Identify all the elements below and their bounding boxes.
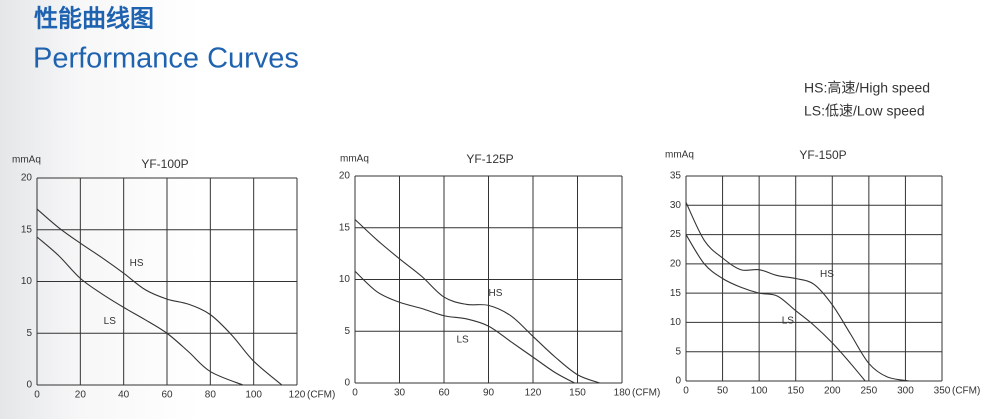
y-axis-label: mmAq: [340, 154, 369, 165]
y-axis-label: mmAq: [12, 155, 41, 166]
x-tick-label: 120: [525, 388, 542, 399]
curve-label: HS: [489, 288, 503, 299]
x-tick-label: 50: [717, 386, 729, 397]
y-tick-label: 0: [344, 378, 350, 389]
y-tick-label: 15: [21, 224, 33, 235]
curve: [685, 202, 910, 382]
x-tick-label: 100: [245, 390, 262, 401]
x-tick-label: 150: [787, 386, 804, 397]
curve: [354, 219, 600, 384]
x-tick-label: 0: [34, 390, 40, 401]
y-tick-label: 15: [670, 288, 682, 299]
x-tick-label: 0: [683, 386, 689, 397]
x-tick-label: 30: [394, 388, 406, 399]
x-tick-label: 120: [289, 390, 306, 401]
y-tick-label: 20: [21, 173, 33, 184]
y-tick-label: 15: [339, 222, 351, 233]
x-axis-label: (CFM): [632, 388, 660, 399]
curve-label: LS: [457, 335, 470, 346]
y-tick-label: 10: [21, 276, 33, 287]
legend-hs: HS:高速/High speed: [804, 80, 930, 96]
chart-title: YF-150P: [799, 148, 846, 162]
y-axis-label: mmAq: [665, 150, 694, 161]
chart-title: YF-125P: [466, 152, 513, 166]
curve-label: HS: [130, 258, 144, 269]
y-tick-label: 30: [670, 200, 682, 211]
curve: [36, 236, 244, 386]
x-tick-label: 40: [118, 390, 130, 401]
curve: [36, 208, 283, 386]
x-tick-label: 60: [161, 390, 173, 401]
y-tick-label: 20: [339, 171, 351, 182]
title-en: Performance Curves: [33, 43, 299, 75]
curve-label: HS: [820, 269, 834, 280]
curve: [685, 234, 866, 382]
x-tick-label: 150: [569, 388, 586, 399]
x-tick-label: 180: [614, 388, 631, 399]
y-tick-label: 0: [26, 380, 32, 391]
y-tick-label: 5: [26, 328, 32, 339]
x-axis-label: (CFM): [952, 386, 980, 397]
y-tick-label: 10: [339, 274, 351, 285]
legend-ls: LS:低速/Low speed: [804, 103, 925, 119]
title-cn: 性能曲线图: [34, 4, 154, 32]
y-tick-label: 5: [344, 326, 350, 337]
curve-label: LS: [104, 316, 117, 327]
y-tick-label: 25: [670, 229, 682, 240]
x-tick-label: 300: [897, 386, 914, 397]
curve-label: LS: [782, 315, 795, 326]
x-tick-label: 60: [438, 388, 450, 399]
x-tick-label: 0: [352, 388, 358, 399]
x-tick-label: 200: [824, 386, 841, 397]
curve: [354, 270, 575, 384]
x-tick-label: 350: [934, 386, 951, 397]
y-tick-label: 35: [670, 171, 682, 182]
x-axis-label: (CFM): [307, 390, 335, 401]
y-tick-label: 5: [675, 346, 681, 357]
y-tick-label: 10: [670, 317, 682, 328]
x-tick-label: 90: [483, 388, 495, 399]
x-tick-label: 80: [205, 390, 217, 401]
x-tick-label: 100: [751, 386, 768, 397]
y-tick-label: 20: [670, 258, 682, 269]
y-tick-label: 0: [675, 376, 681, 387]
chart-title: YF-100P: [141, 157, 188, 171]
x-tick-label: 20: [75, 390, 87, 401]
x-tick-label: 250: [861, 386, 878, 397]
